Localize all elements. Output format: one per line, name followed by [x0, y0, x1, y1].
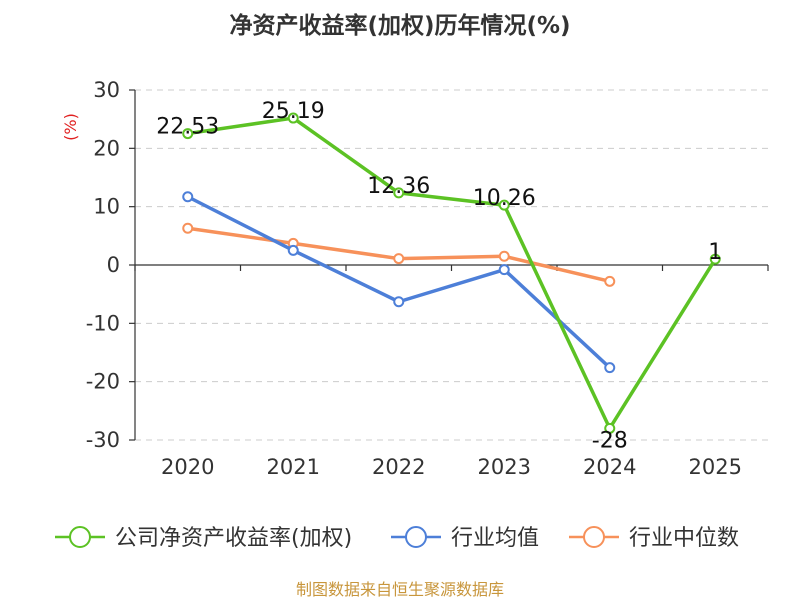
y-axis-label: (%)	[61, 113, 80, 141]
y-tick-label: 20	[93, 136, 120, 160]
y-tick-label: -10	[86, 311, 120, 335]
data-label: 25.19	[262, 99, 325, 124]
data-point	[182, 191, 194, 203]
data-point	[498, 264, 510, 276]
data-point	[604, 362, 616, 374]
legend: 公司净资产收益率(加权) 行业均值 行业中位数	[55, 526, 739, 551]
data-point	[393, 253, 405, 265]
y-tick-label: -20	[86, 370, 120, 394]
data-point	[287, 244, 299, 256]
x-tick-label: 2020	[161, 455, 214, 479]
data-point	[498, 199, 510, 211]
source-note: 制图数据来自恒生聚源数据库	[296, 580, 504, 599]
data-point	[604, 275, 616, 287]
legend-item-1: 行业均值	[391, 526, 539, 551]
y-tick-label: 10	[93, 195, 120, 219]
data-point	[393, 296, 405, 308]
axes: 30 20 10 0 -10 -20 -30 2020 2021 2022 2023 2024 2025	[86, 78, 769, 479]
legend-marker	[405, 526, 427, 548]
x-tick-label: 2025	[689, 455, 742, 479]
x-tick-label: 2023	[478, 455, 531, 479]
chart-title: 净资产收益率(加权)历年情况(%)	[229, 12, 570, 39]
legend-label: 行业均值	[451, 526, 539, 551]
data-point	[287, 112, 299, 124]
y-tick-label: 30	[93, 78, 120, 102]
x-tick-label: 2024	[583, 455, 636, 479]
data-labels: 22.53 25.19 12.36 10.26 -28 1	[156, 99, 722, 453]
legend-marker	[583, 526, 605, 548]
data-point	[393, 187, 405, 199]
y-tick-label: 0	[107, 253, 120, 277]
legend-label: 公司净资产收益率(加权)	[115, 526, 352, 551]
data-point	[182, 222, 194, 234]
data-point	[709, 253, 721, 265]
data-label: 22.53	[156, 115, 219, 140]
legend-label: 行业中位数	[629, 526, 739, 551]
data-point	[182, 128, 194, 140]
legend-marker	[69, 526, 91, 548]
series-2	[182, 222, 616, 287]
series-line	[187, 116, 717, 431]
series-lines	[182, 112, 721, 434]
data-label: -28	[592, 428, 628, 453]
x-tick-label: 2022	[372, 455, 425, 479]
x-tick-label: 2021	[267, 455, 320, 479]
series-line	[186, 195, 611, 369]
series-1	[182, 191, 616, 374]
data-point	[604, 422, 616, 434]
data-label: 10.26	[473, 186, 536, 211]
y-tick-label: -30	[86, 428, 120, 452]
data-point	[498, 250, 510, 262]
data-label: 12.36	[367, 174, 430, 199]
legend-item-2: 行业中位数	[569, 526, 739, 551]
legend-item-0: 公司净资产收益率(加权)	[55, 526, 352, 551]
data-label: 1	[708, 240, 722, 265]
series-0	[182, 112, 721, 434]
